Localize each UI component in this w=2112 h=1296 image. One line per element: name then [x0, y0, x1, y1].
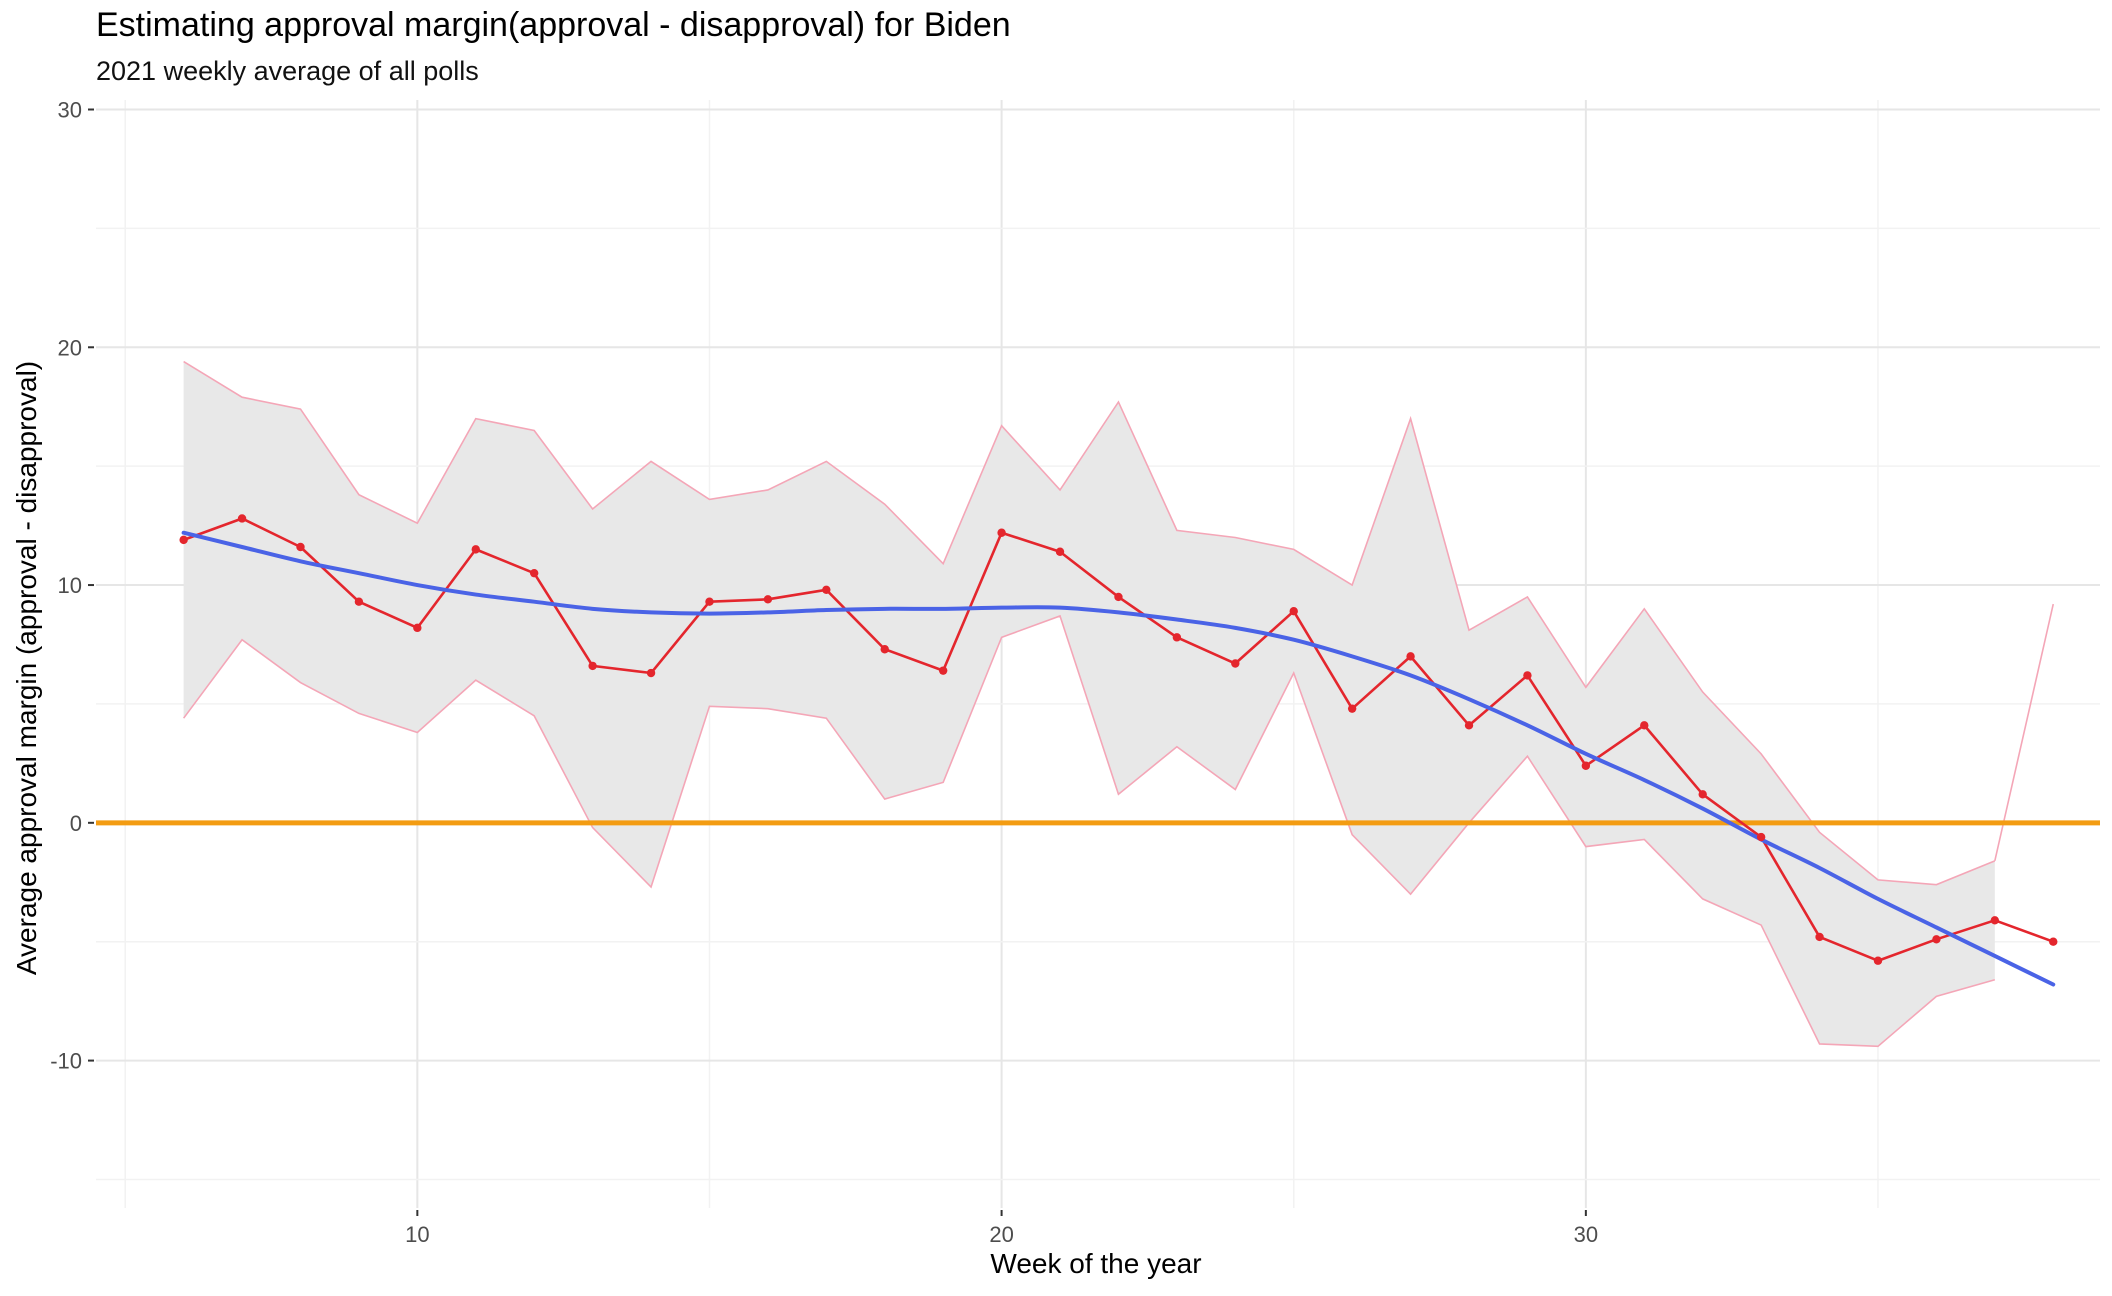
weekly-average-point: [1756, 832, 1766, 842]
weekly-average-point: [646, 668, 656, 678]
weekly-average-point: [1523, 671, 1532, 680]
x-axis-label: Week of the year: [990, 1248, 1202, 1279]
weekly-average-point: [1581, 761, 1591, 770]
weekly-average-point: [296, 542, 305, 552]
weekly-average-point: [588, 661, 597, 671]
weekly-average-point: [179, 535, 188, 545]
weekly-average-point: [880, 645, 889, 654]
weekly-average-point: [1698, 790, 1707, 799]
weekly-average-point: [1114, 592, 1123, 602]
x-tick-label: 10: [405, 1222, 429, 1247]
weekly-average-point: [529, 568, 539, 578]
weekly-average-point: [1932, 935, 1941, 944]
weekly-average-point: [1464, 721, 1474, 730]
x-tick-label: 30: [1574, 1222, 1598, 1247]
weekly-average-point: [413, 623, 422, 633]
y-tick-label: 0: [70, 811, 82, 836]
y-tick-label: -10: [50, 1049, 82, 1074]
weekly-average-point: [1815, 932, 1824, 942]
weekly-average-point: [938, 666, 948, 675]
y-tick-label: 10: [58, 573, 82, 598]
band-lower-edge: [182, 614, 1996, 1048]
weekly-average-point: [2049, 937, 2058, 946]
band-upper-edge: [183, 360, 1996, 886]
chart-title: Estimating approval margin(approval - di…: [96, 6, 1011, 44]
weekly-average-point: [705, 597, 714, 606]
weekly-average-point: [1640, 721, 1649, 730]
weekly-average-point: [1990, 916, 2000, 925]
axis-ticks: -10 0 10 20 30 10 20 30: [50, 98, 1598, 1247]
weekly-average-point: [1873, 956, 1883, 965]
weekly-average-point: [1055, 547, 1065, 556]
y-tick-label: 30: [58, 98, 82, 123]
weekly-average-point: [1172, 633, 1182, 642]
y-tick-label: 20: [58, 335, 82, 360]
y-axis-label: Average approval margin (approval - disa…: [11, 360, 42, 976]
weekly-average-point: [471, 545, 480, 554]
weekly-average-point: [822, 585, 831, 595]
band-upper-edge-tail: [1994, 603, 2055, 862]
x-tick-label: 20: [989, 1222, 1013, 1247]
weekly-average-point: [1289, 607, 1298, 616]
weekly-average-point: [997, 528, 1006, 537]
weekly-average-point: [1231, 659, 1240, 668]
chart-subtitle: 2021 weekly average of all polls: [96, 56, 479, 86]
weekly-average-point: [354, 597, 364, 606]
weekly-average-point: [763, 595, 773, 604]
weekly-average-point: [1347, 704, 1357, 713]
series-points: [179, 514, 2058, 965]
weekly-average-point: [237, 514, 247, 523]
weekly-average-point: [1406, 652, 1415, 661]
confidence-band: [182, 360, 2055, 1048]
